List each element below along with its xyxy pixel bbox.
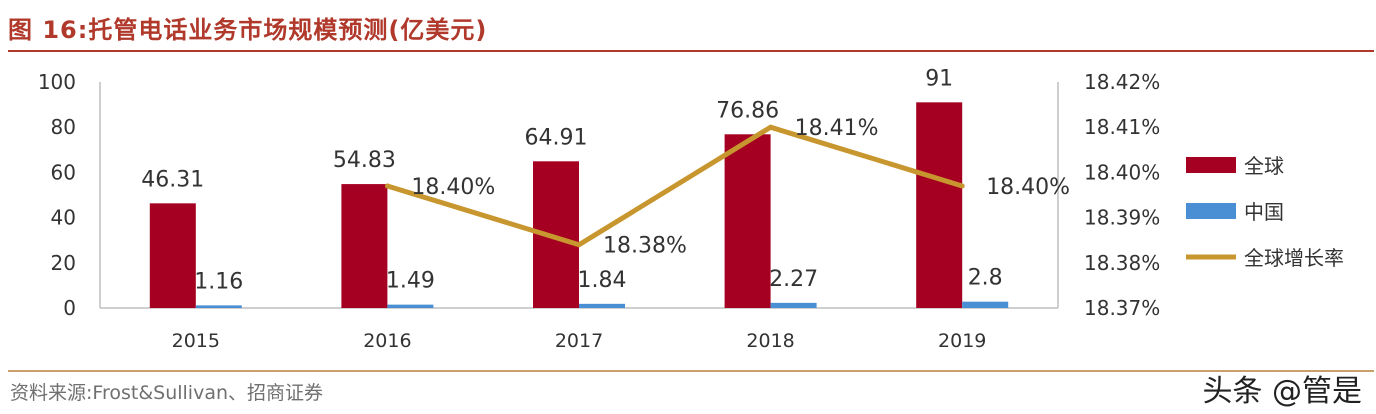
bar-global-label: 64.91 <box>525 125 588 150</box>
left-tick-label: 60 <box>51 160 76 184</box>
bar-china-label: 1.49 <box>386 269 435 294</box>
chart-line <box>384 124 965 248</box>
source-note: 资料来源:Frost&Sullivan、招商证券 <box>10 382 323 404</box>
chart-title: 图 16:托管电话业务市场规模预测(亿美元) <box>8 16 488 44</box>
watermark: 头条 @管是 <box>1202 374 1362 409</box>
title-divider <box>8 50 1374 52</box>
bar-global-label: 76.86 <box>716 98 779 123</box>
bar-global <box>149 203 196 308</box>
left-tick-label: 80 <box>51 115 76 139</box>
growth-label: 18.40% <box>986 175 1070 200</box>
left-tick-label: 20 <box>51 251 76 275</box>
bar-china-label: 1.16 <box>194 269 243 294</box>
growth-point <box>768 124 774 130</box>
bar-global <box>916 102 963 308</box>
right-tick-label: 18.39% <box>1084 206 1160 230</box>
right-tick-label: 18.38% <box>1084 251 1160 275</box>
growth-label: 18.41% <box>795 116 879 141</box>
right-tick-label: 18.40% <box>1084 160 1160 184</box>
legend-label-global: 全球 <box>1244 154 1284 178</box>
right-tick-label: 18.41% <box>1084 115 1160 139</box>
bar-china <box>962 301 1009 308</box>
legend-label-growth: 全球增长率 <box>1244 246 1344 270</box>
legend-label-china: 中国 <box>1244 200 1284 224</box>
bar-china <box>579 303 625 308</box>
growth-point <box>384 183 390 189</box>
bar-china-label: 2.27 <box>769 267 818 292</box>
chart-axes: 0 20 40 60 80 100 18.37% 18.38% 18.39% 18.40% 18.4… <box>38 70 1160 352</box>
x-tick-label: 2018 <box>746 330 794 352</box>
growth-point <box>959 183 965 189</box>
bar-global <box>724 134 771 308</box>
bar-global-label: 46.31 <box>141 167 204 192</box>
left-tick-label: 100 <box>38 70 76 94</box>
bar-china <box>770 302 817 308</box>
legend-swatch-china <box>1186 203 1236 219</box>
bar-global-label: 91 <box>925 66 953 91</box>
x-tick-label: 2017 <box>555 330 603 352</box>
legend-swatch-global <box>1186 157 1236 173</box>
growth-line <box>386 124 963 248</box>
footer-divider <box>8 370 1374 372</box>
left-tick-label: 40 <box>51 206 76 230</box>
bar-china-label: 2.8 <box>968 266 1003 291</box>
x-tick-label: 2019 <box>938 330 986 352</box>
bar-global-label: 54.83 <box>333 148 396 173</box>
x-tick-label: 2015 <box>172 330 220 352</box>
chart-labels: 46.31 54.83 64.91 76.86 91 1.16 1.49 1.84 2.27 2.… <box>141 66 1070 294</box>
bar-china <box>387 304 434 308</box>
growth-label: 18.38% <box>603 234 687 259</box>
bar-china-label: 1.84 <box>578 268 627 293</box>
right-tick-label: 18.37% <box>1084 296 1160 320</box>
bar-china <box>195 305 242 308</box>
bar-global <box>341 184 388 308</box>
x-tick-label: 2016 <box>363 330 411 352</box>
growth-label: 18.40% <box>411 175 495 200</box>
right-tick-label: 18.42% <box>1084 70 1160 94</box>
left-tick-label: 0 <box>63 296 76 320</box>
growth-point <box>576 242 582 248</box>
